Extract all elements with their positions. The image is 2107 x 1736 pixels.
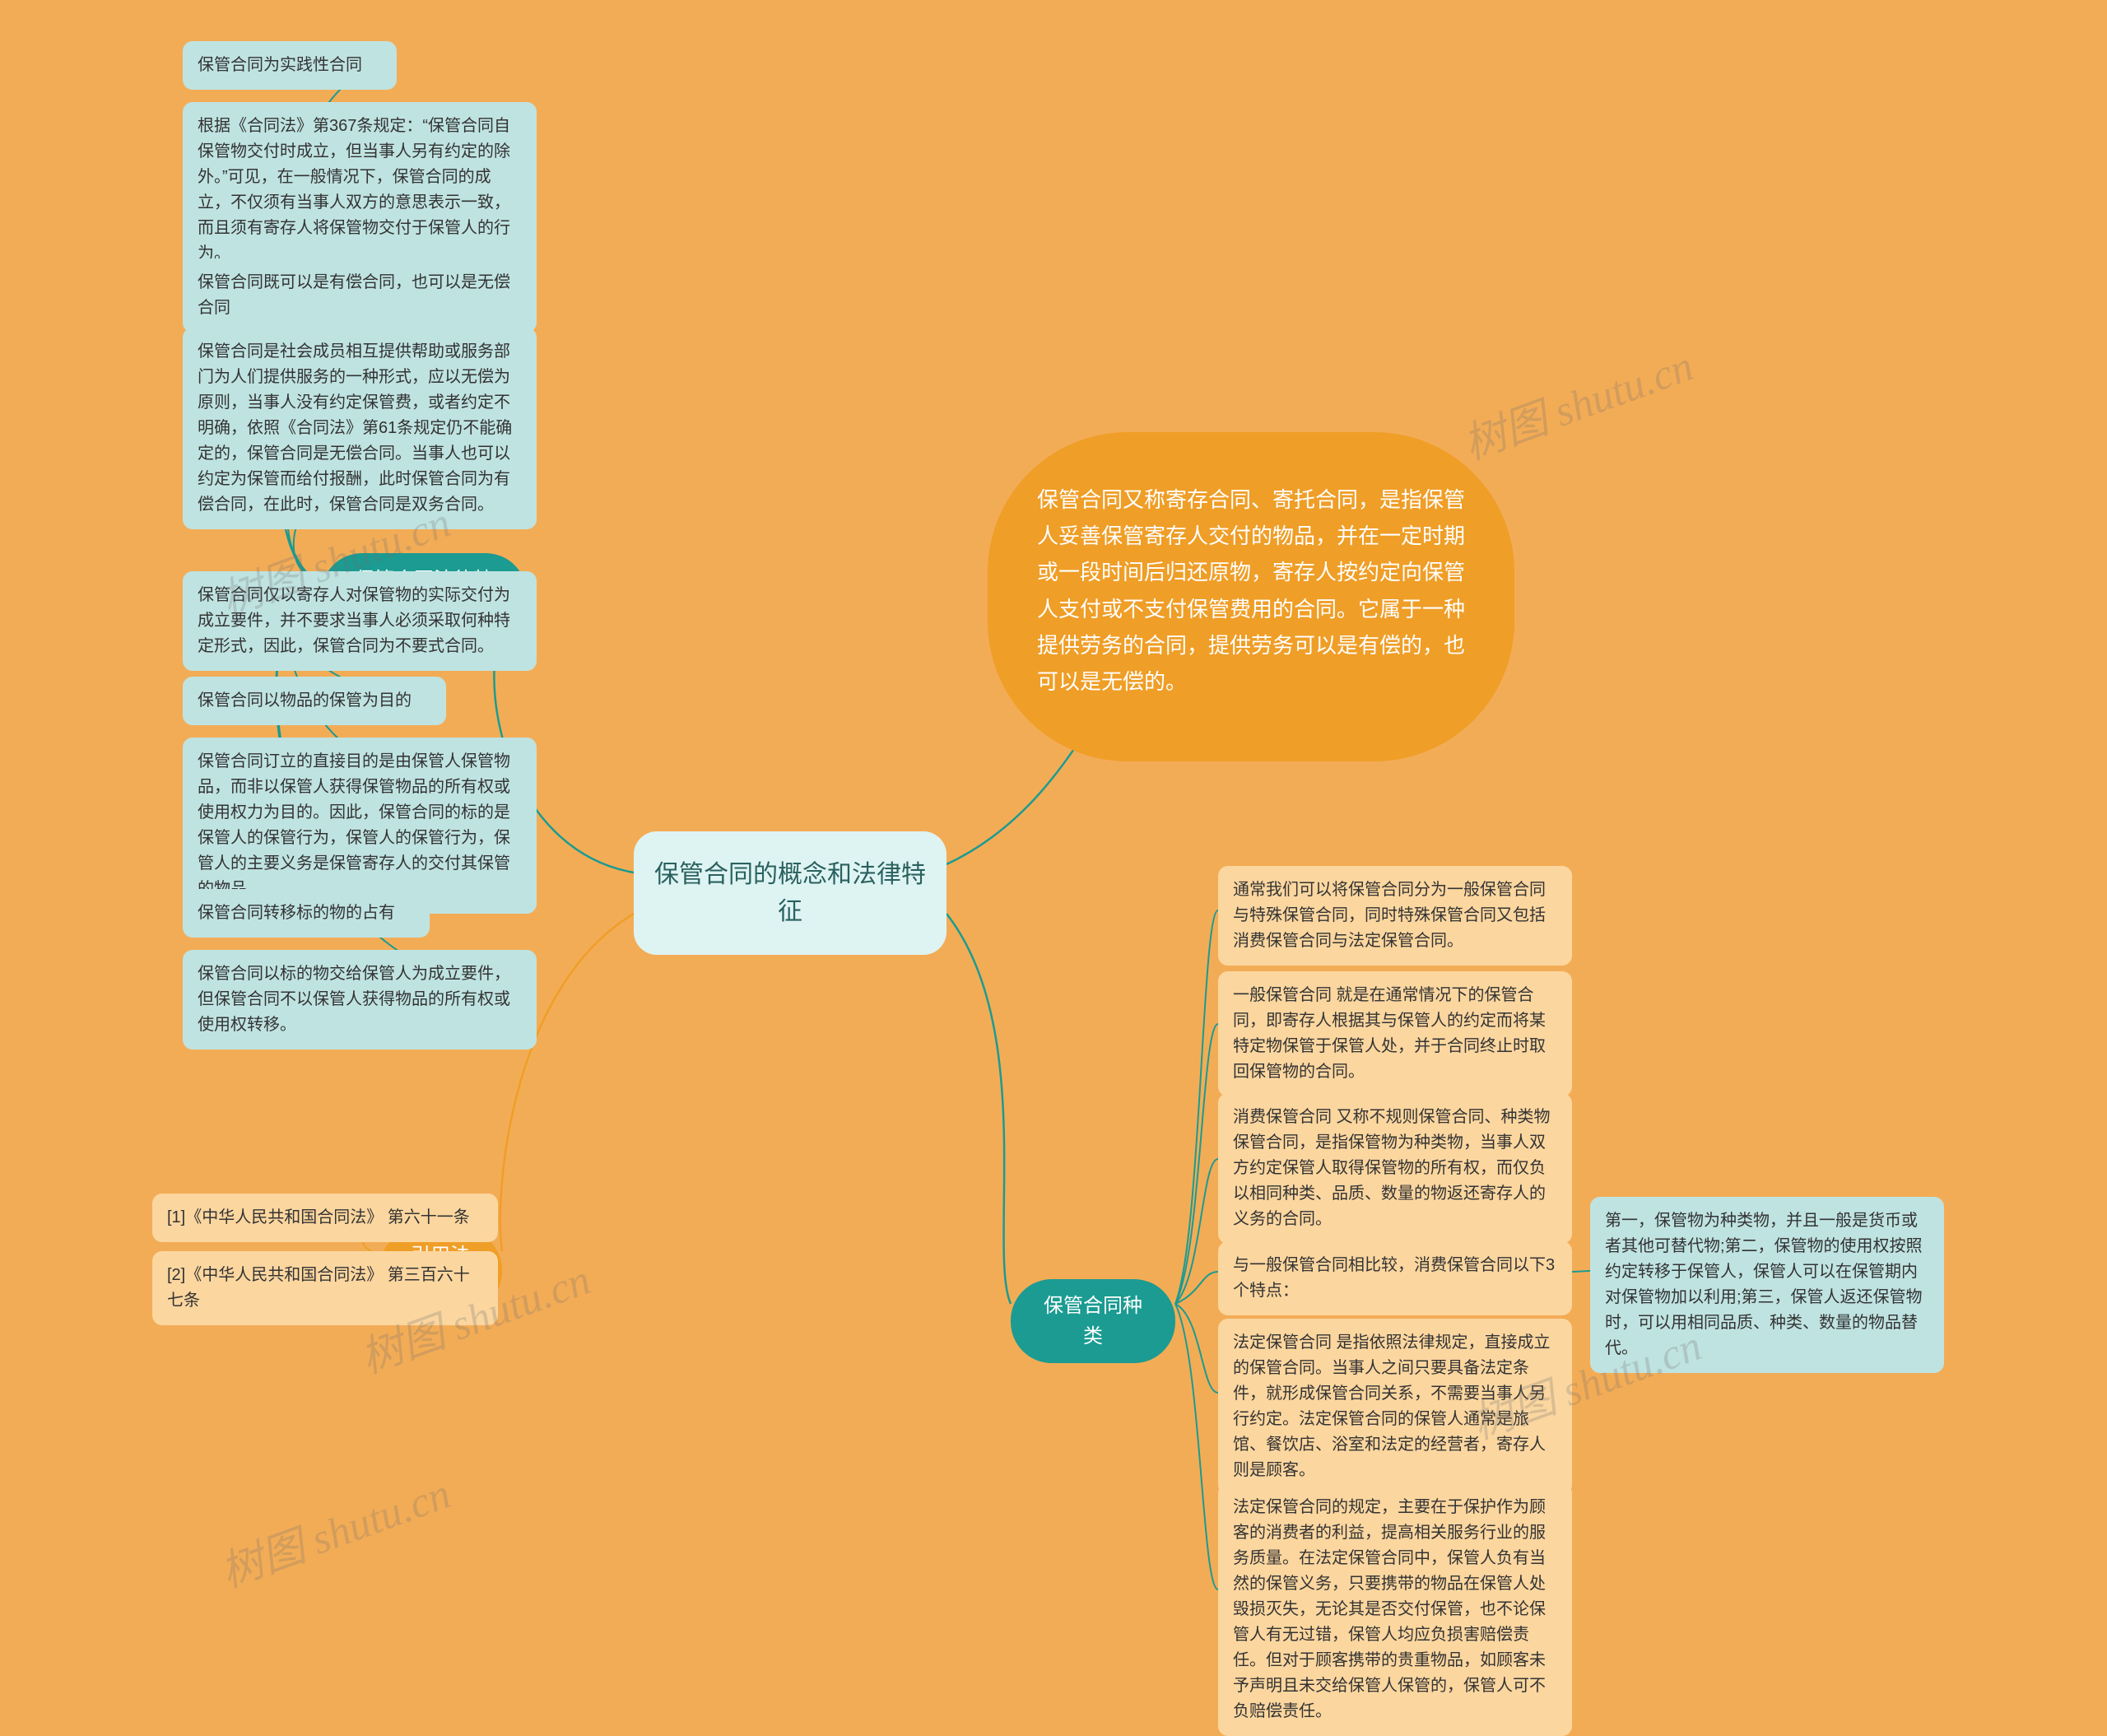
root-label: 保管合同的概念和法律特征 bbox=[649, 856, 932, 930]
mindmap-root[interactable]: 保管合同的概念和法律特征 bbox=[634, 831, 947, 955]
leaf-text: 保管合同既可以是有偿合同，也可以是无偿合同 bbox=[198, 273, 510, 317]
type-leaf[interactable]: 消费保管合同 又称不规则保管合同、种类物保管合同，是指保管物为种类物，当事人双方… bbox=[1218, 1093, 1572, 1244]
feature-leaf[interactable]: 保管合同为实践性合同 bbox=[183, 41, 397, 90]
leaf-text: 保管合同订立的直接目的是由保管人保管物品，而非以保管人获得保管物品的所有权或使用… bbox=[198, 752, 510, 898]
type-leaf-sub[interactable]: 第一，保管物为种类物，并且一般是货币或者其他可替代物;第二，保管物的使用权按照约… bbox=[1590, 1197, 1944, 1373]
leaf-text: [2]《中华人民共和国合同法》 第三百六十七条 bbox=[167, 1266, 470, 1310]
feature-leaf[interactable]: 保管合同以物品的保管为目的 bbox=[183, 677, 446, 725]
type-leaf[interactable]: 通常我们可以将保管合同分为一般保管合同与特殊保管合同，同时特殊保管合同又包括消费… bbox=[1218, 866, 1572, 966]
leaf-text: 法定保管合同 是指依照法律规定，直接成立的保管合同。当事人之间只要具备法定条件，… bbox=[1233, 1333, 1551, 1479]
leaf-text: 保管合同以物品的保管为目的 bbox=[198, 691, 412, 710]
feature-leaf[interactable]: 保管合同订立的直接目的是由保管人保管物品，而非以保管人获得保管物品的所有权或使用… bbox=[183, 738, 537, 914]
description-text: 保管合同又称寄存合同、寄托合同，是指保管人妥善保管寄存人交付的物品，并在一定时期… bbox=[1037, 487, 1465, 694]
type-leaf[interactable]: 法定保管合同 是指依照法律规定，直接成立的保管合同。当事人之间只要具备法定条件，… bbox=[1218, 1319, 1572, 1495]
feature-leaf[interactable]: 保管合同转移标的物的占有 bbox=[183, 889, 430, 938]
leaf-text: 根据《合同法》第367条规定：“保管合同自保管物交付时成立，但当事人另有约定的除… bbox=[198, 117, 510, 263]
feature-leaf[interactable]: 保管合同是社会成员相互提供帮助或服务部门为人们提供服务的一种形式，应以无偿为原则… bbox=[183, 328, 537, 529]
feature-leaf[interactable]: 根据《合同法》第367条规定：“保管合同自保管物交付时成立，但当事人另有约定的除… bbox=[183, 102, 537, 278]
type-leaf[interactable]: 一般保管合同 就是在通常情况下的保管合同，即寄存人根据其与保管人的约定而将某特定… bbox=[1218, 971, 1572, 1096]
leaf-text: 通常我们可以将保管合同分为一般保管合同与特殊保管合同，同时特殊保管合同又包括消费… bbox=[1233, 881, 1546, 950]
type-leaf[interactable]: 与一般保管合同相比较，消费保管合同以下3个特点： bbox=[1218, 1241, 1572, 1315]
watermark: 树图 shutu.cn bbox=[1454, 331, 1700, 471]
feature-leaf[interactable]: 保管合同既可以是有偿合同，也可以是无偿合同 bbox=[183, 258, 537, 333]
type-leaf[interactable]: 法定保管合同的规定，主要在于保护作为顾客的消费者的利益，提高相关服务行业的服务质… bbox=[1218, 1483, 1572, 1736]
law-leaf[interactable]: [2]《中华人民共和国合同法》 第三百六十七条 bbox=[152, 1251, 498, 1325]
feature-leaf[interactable]: 保管合同以标的物交给保管人为成立要件，但保管合同不以保管人获得物品的所有权或使用… bbox=[183, 950, 537, 1050]
leaf-text: 保管合同是社会成员相互提供帮助或服务部门为人们提供服务的一种形式，应以无偿为原则… bbox=[198, 342, 512, 514]
leaf-text: 保管合同以标的物交给保管人为成立要件，但保管合同不以保管人获得物品的所有权或使用… bbox=[198, 965, 510, 1034]
leaf-text: [1]《中华人民共和国合同法》 第六十一条 bbox=[167, 1208, 470, 1226]
leaf-text: 消费保管合同 又称不规则保管合同、种类物保管合同，是指保管物为种类物，当事人双方… bbox=[1233, 1108, 1551, 1228]
description-node[interactable]: 保管合同又称寄存合同、寄托合同，是指保管人妥善保管寄存人交付的物品，并在一定时期… bbox=[988, 432, 1514, 761]
feature-leaf[interactable]: 保管合同仅以寄存人对保管物的实际交付为成立要件，并不要求当事人必须采取何种特定形… bbox=[183, 571, 537, 671]
leaf-text: 第一，保管物为种类物，并且一般是货币或者其他可替代物;第二，保管物的使用权按照约… bbox=[1605, 1212, 1923, 1357]
leaf-text: 保管合同转移标的物的占有 bbox=[198, 904, 395, 922]
leaf-text: 一般保管合同 就是在通常情况下的保管合同，即寄存人根据其与保管人的约定而将某特定… bbox=[1233, 986, 1546, 1081]
leaf-text: 保管合同仅以寄存人对保管物的实际交付为成立要件，并不要求当事人必须采取何种特定形… bbox=[198, 586, 510, 655]
branch-types[interactable]: 保管合同种类 bbox=[1011, 1279, 1175, 1363]
law-leaf[interactable]: [1]《中华人民共和国合同法》 第六十一条 bbox=[152, 1194, 498, 1242]
branch-types-label: 保管合同种类 bbox=[1044, 1295, 1142, 1347]
leaf-text: 保管合同为实践性合同 bbox=[198, 56, 362, 74]
watermark: 树图 shutu.cn bbox=[211, 1459, 458, 1599]
leaf-text: 与一般保管合同相比较，消费保管合同以下3个特点： bbox=[1233, 1256, 1555, 1300]
leaf-text: 法定保管合同的规定，主要在于保护作为顾客的消费者的利益，提高相关服务行业的服务质… bbox=[1233, 1498, 1546, 1720]
